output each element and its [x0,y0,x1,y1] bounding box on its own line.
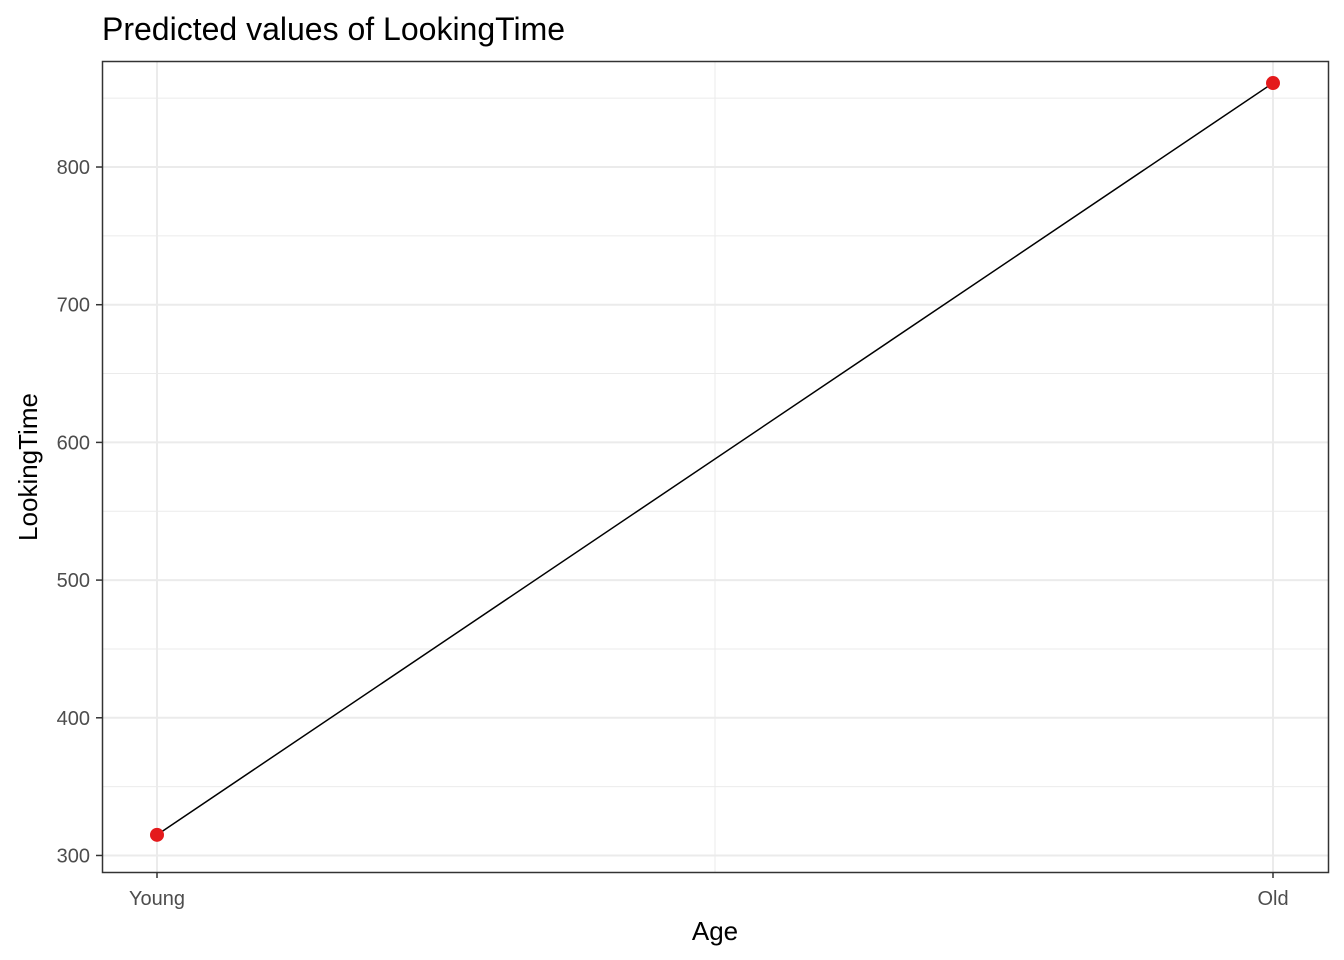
y-tick-label: 700 [57,295,90,317]
data-layer [150,76,1280,842]
x-axis-title: Age [692,916,738,946]
x-tick-label: Old [1257,888,1288,910]
y-tick-label: 500 [57,570,90,592]
y-tick-label: 400 [57,708,90,730]
chart-title: Predicted values of LookingTime [102,11,565,47]
y-tick-label: 300 [57,845,90,867]
axis-layer: 300 400 500 600 700 800 Young Old [57,157,1289,910]
data-point [1266,76,1280,91]
grid-layer [102,61,1328,872]
series-line [156,82,1274,836]
x-tick-label: Young [129,888,185,910]
panel-border [101,60,1330,874]
y-axis-title: LookingTime [13,393,43,541]
y-tick-label: 800 [57,157,90,179]
y-tick-label: 600 [57,432,90,454]
data-point [150,827,164,842]
